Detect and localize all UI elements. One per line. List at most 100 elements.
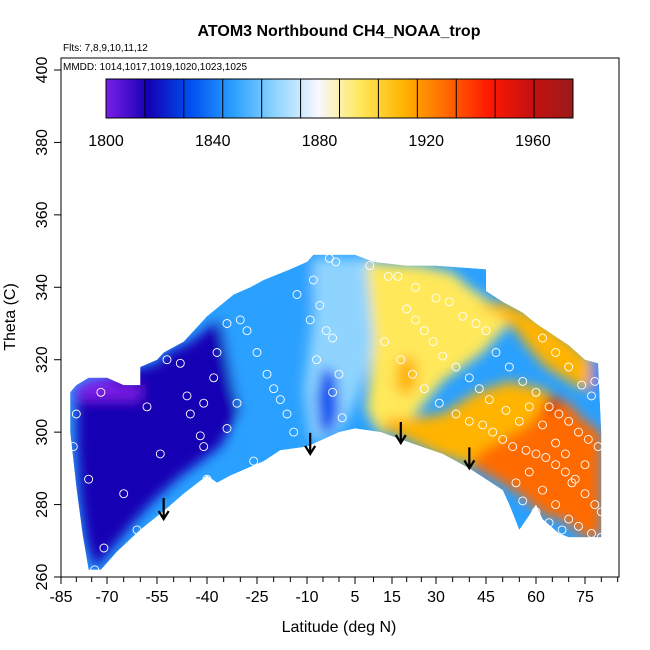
sample-point	[478, 420, 488, 430]
sample-point	[411, 282, 420, 292]
y-tick-label: 280	[34, 491, 51, 518]
sample-point	[531, 449, 541, 459]
sample-point	[501, 405, 511, 415]
sample-point	[574, 521, 583, 531]
sample-point	[531, 507, 541, 517]
x-tick-label: 45	[477, 589, 495, 606]
sample-point	[408, 369, 417, 379]
colorbar-tick-label: 1880	[302, 133, 338, 150]
y-tick-label: 320	[34, 346, 51, 373]
sample-point	[554, 409, 564, 419]
sample-point	[328, 333, 338, 343]
sample-point	[590, 376, 600, 386]
sample-point	[84, 474, 94, 484]
sample-point	[132, 525, 142, 535]
sample-point	[551, 460, 561, 470]
sample-point	[96, 387, 106, 397]
field-region-southern-deep-blue	[76, 305, 257, 570]
sample-point	[428, 337, 438, 347]
sample-point	[551, 348, 561, 357]
sample-point	[564, 362, 574, 372]
sample-point	[560, 467, 570, 477]
sample-point	[521, 445, 531, 455]
y-tick-label: 260	[34, 564, 51, 591]
sample-point	[199, 442, 209, 452]
field-regions	[70, 254, 602, 570]
sample-point	[308, 275, 318, 285]
x-axis-label: Latitude (deg N)	[282, 619, 397, 636]
sample-point	[202, 474, 212, 484]
y-tick-label: 360	[34, 201, 51, 228]
x-tick-label: -10	[295, 589, 318, 606]
sample-point	[518, 496, 528, 506]
sample-point	[182, 391, 192, 401]
sample-point	[269, 384, 279, 394]
sample-point	[564, 416, 574, 426]
sample-point	[438, 351, 448, 361]
sample-point	[474, 384, 484, 394]
y-tick-label: 300	[34, 419, 51, 446]
sample-point	[498, 434, 508, 444]
sample-point	[365, 261, 375, 271]
sample-point	[531, 387, 541, 397]
sample-point	[312, 355, 322, 365]
marker-arrow	[157, 498, 170, 522]
x-tick-label: 60	[527, 589, 545, 606]
sample-point	[564, 514, 574, 524]
sample-point	[411, 315, 420, 325]
flights-subtitle: Flts: 7,8,9,10,11,12	[63, 43, 148, 54]
sample-point	[321, 326, 331, 336]
sample-point	[580, 460, 590, 470]
sample-point	[583, 434, 593, 444]
sample-point	[511, 478, 521, 488]
field-region-southern-tropic-blue-core	[316, 367, 339, 433]
colorbar-tick-label: 1800	[88, 133, 124, 150]
sample-point	[434, 398, 444, 408]
x-tick-label: -85	[49, 589, 72, 606]
sample-point	[574, 427, 583, 437]
colorbar: 1800 1840 1880 1920 1960	[88, 78, 574, 150]
sample-point	[538, 420, 547, 430]
sample-point	[451, 362, 461, 372]
sample-point	[596, 532, 606, 542]
sample-point	[222, 319, 232, 328]
sample-point	[315, 300, 325, 310]
sample-point	[209, 373, 219, 383]
sample-point	[162, 355, 172, 365]
sample-point	[524, 402, 534, 412]
sample-point	[451, 409, 461, 419]
sample-point	[544, 402, 554, 412]
sample-point	[292, 290, 302, 299]
y-tick-label: 400	[34, 57, 51, 84]
x-tick-label: 5	[351, 589, 360, 606]
sample-point	[484, 395, 494, 405]
marker-arrow	[304, 432, 317, 456]
sample-point	[275, 395, 285, 405]
sample-point	[491, 348, 501, 357]
sample-point	[431, 293, 441, 303]
sample-point	[560, 449, 570, 459]
plot-frame	[60, 57, 620, 578]
sample-point	[242, 326, 252, 336]
sample-point	[71, 409, 81, 419]
sample-point	[444, 297, 454, 307]
sample-point	[331, 257, 341, 267]
sample-point	[524, 467, 534, 477]
sample-point	[90, 565, 100, 575]
sample-points	[68, 253, 606, 575]
marker-arrows	[157, 422, 476, 522]
sample-point	[289, 427, 299, 437]
sample-point	[557, 525, 567, 535]
sample-point	[232, 398, 242, 408]
sample-point	[508, 442, 518, 452]
field-region-northern-orange	[469, 395, 602, 538]
field-region-southern-violet-fringe	[70, 377, 141, 400]
sample-point	[551, 500, 561, 510]
colorbar-tick-label: 1840	[195, 133, 231, 150]
sample-point	[337, 413, 347, 423]
sample-point	[142, 402, 152, 412]
y-tick-label: 380	[34, 129, 51, 156]
sample-point	[185, 409, 195, 419]
sample-point	[551, 438, 561, 448]
